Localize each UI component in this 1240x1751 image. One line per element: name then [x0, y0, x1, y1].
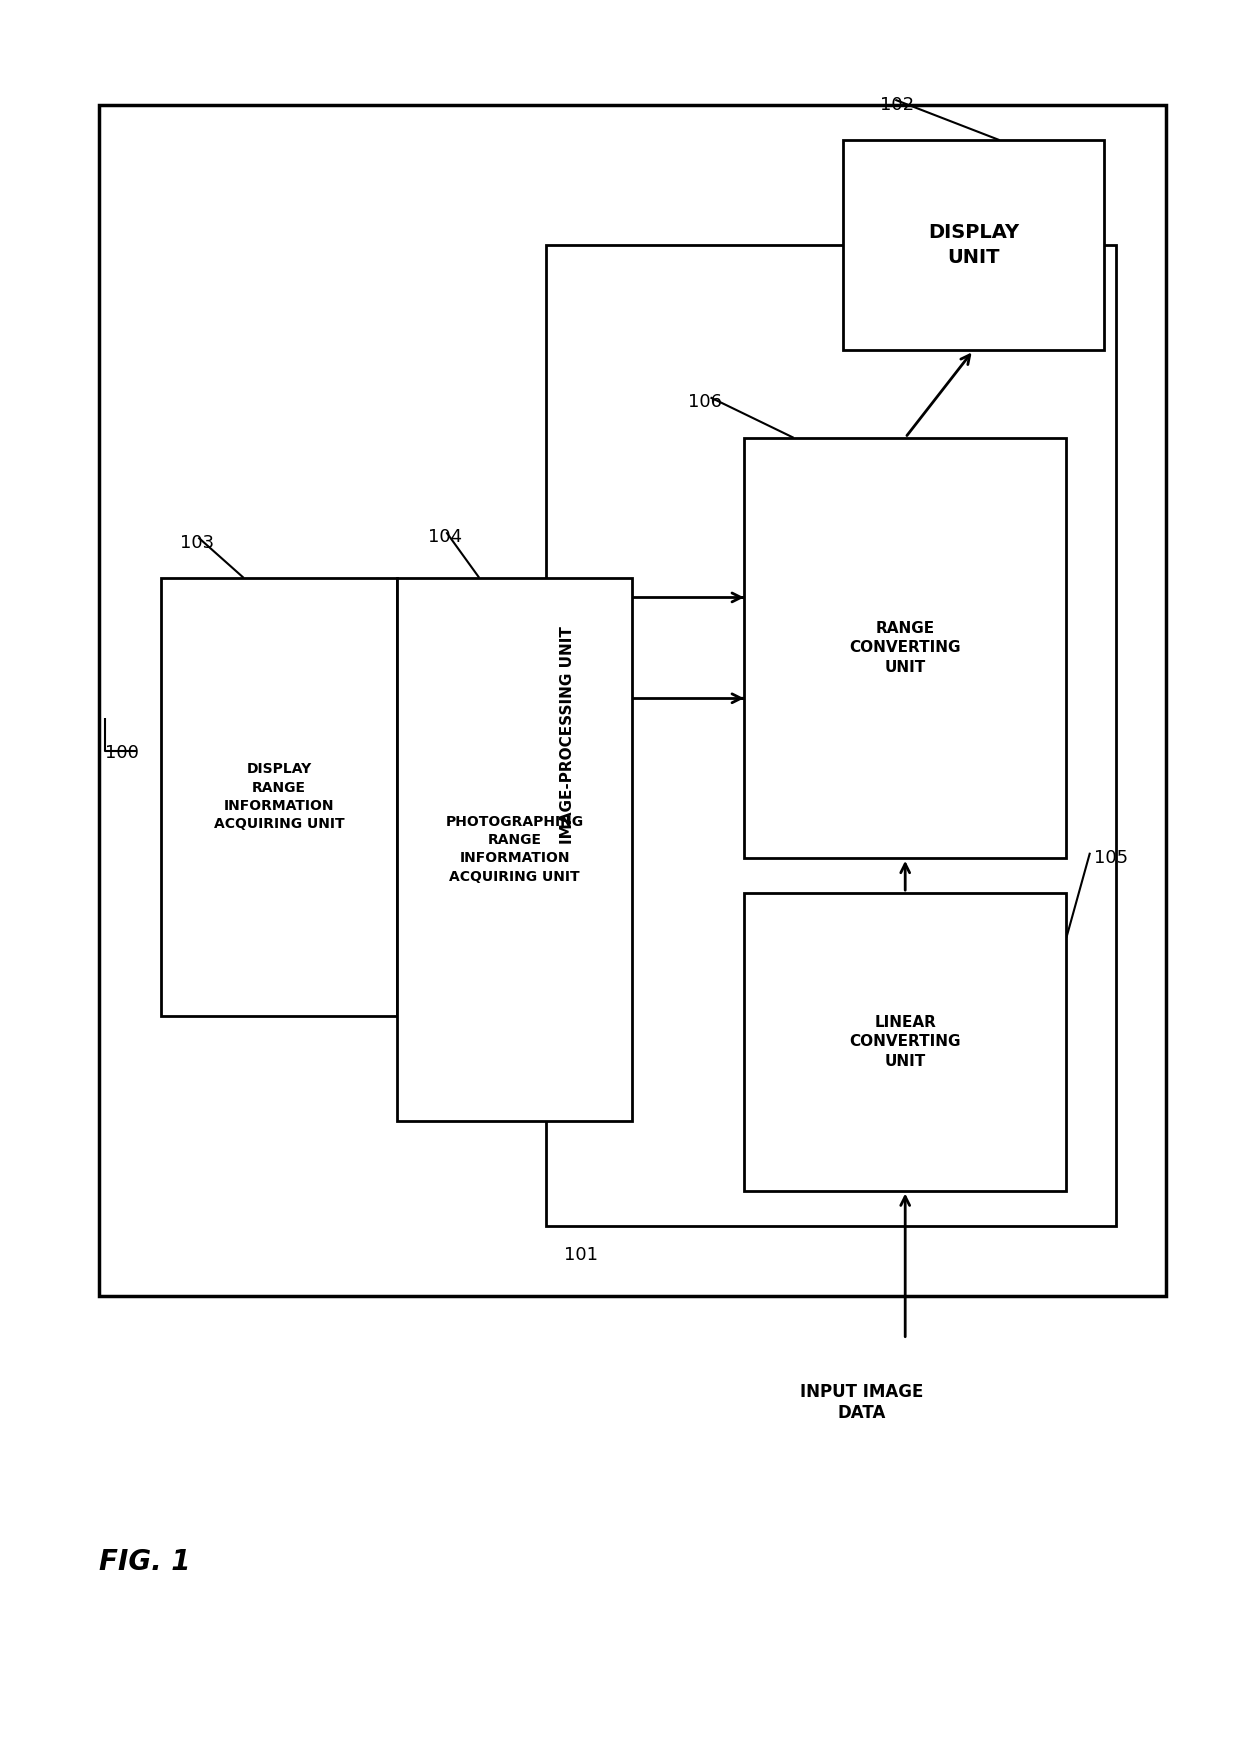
Text: 105: 105 — [1094, 849, 1128, 867]
Text: DISPLAY
UNIT: DISPLAY UNIT — [928, 222, 1019, 268]
Text: 100: 100 — [105, 744, 139, 762]
Bar — [843, 140, 1104, 350]
Bar — [99, 105, 1166, 1296]
Text: PHOTOGRAPHING
RANGE
INFORMATION
ACQUIRING UNIT: PHOTOGRAPHING RANGE INFORMATION ACQUIRIN… — [445, 814, 584, 884]
Text: INPUT IMAGE
DATA: INPUT IMAGE DATA — [800, 1383, 924, 1422]
Text: 102: 102 — [880, 96, 915, 114]
Text: RANGE
CONVERTING
UNIT: RANGE CONVERTING UNIT — [849, 620, 961, 676]
Bar — [744, 438, 1066, 858]
Text: FIG. 1: FIG. 1 — [99, 1548, 191, 1576]
Bar — [397, 578, 632, 1121]
Text: 101: 101 — [564, 1247, 598, 1264]
Bar — [546, 245, 1116, 1226]
Text: 106: 106 — [688, 394, 722, 411]
Text: DISPLAY
RANGE
INFORMATION
ACQUIRING UNIT: DISPLAY RANGE INFORMATION ACQUIRING UNIT — [213, 762, 345, 832]
Bar — [744, 893, 1066, 1191]
Text: IMAGE-PROCESSING UNIT: IMAGE-PROCESSING UNIT — [560, 627, 575, 844]
Text: 104: 104 — [428, 529, 463, 546]
Text: 103: 103 — [180, 534, 215, 552]
Bar — [161, 578, 397, 1016]
Text: LINEAR
CONVERTING
UNIT: LINEAR CONVERTING UNIT — [849, 1014, 961, 1070]
